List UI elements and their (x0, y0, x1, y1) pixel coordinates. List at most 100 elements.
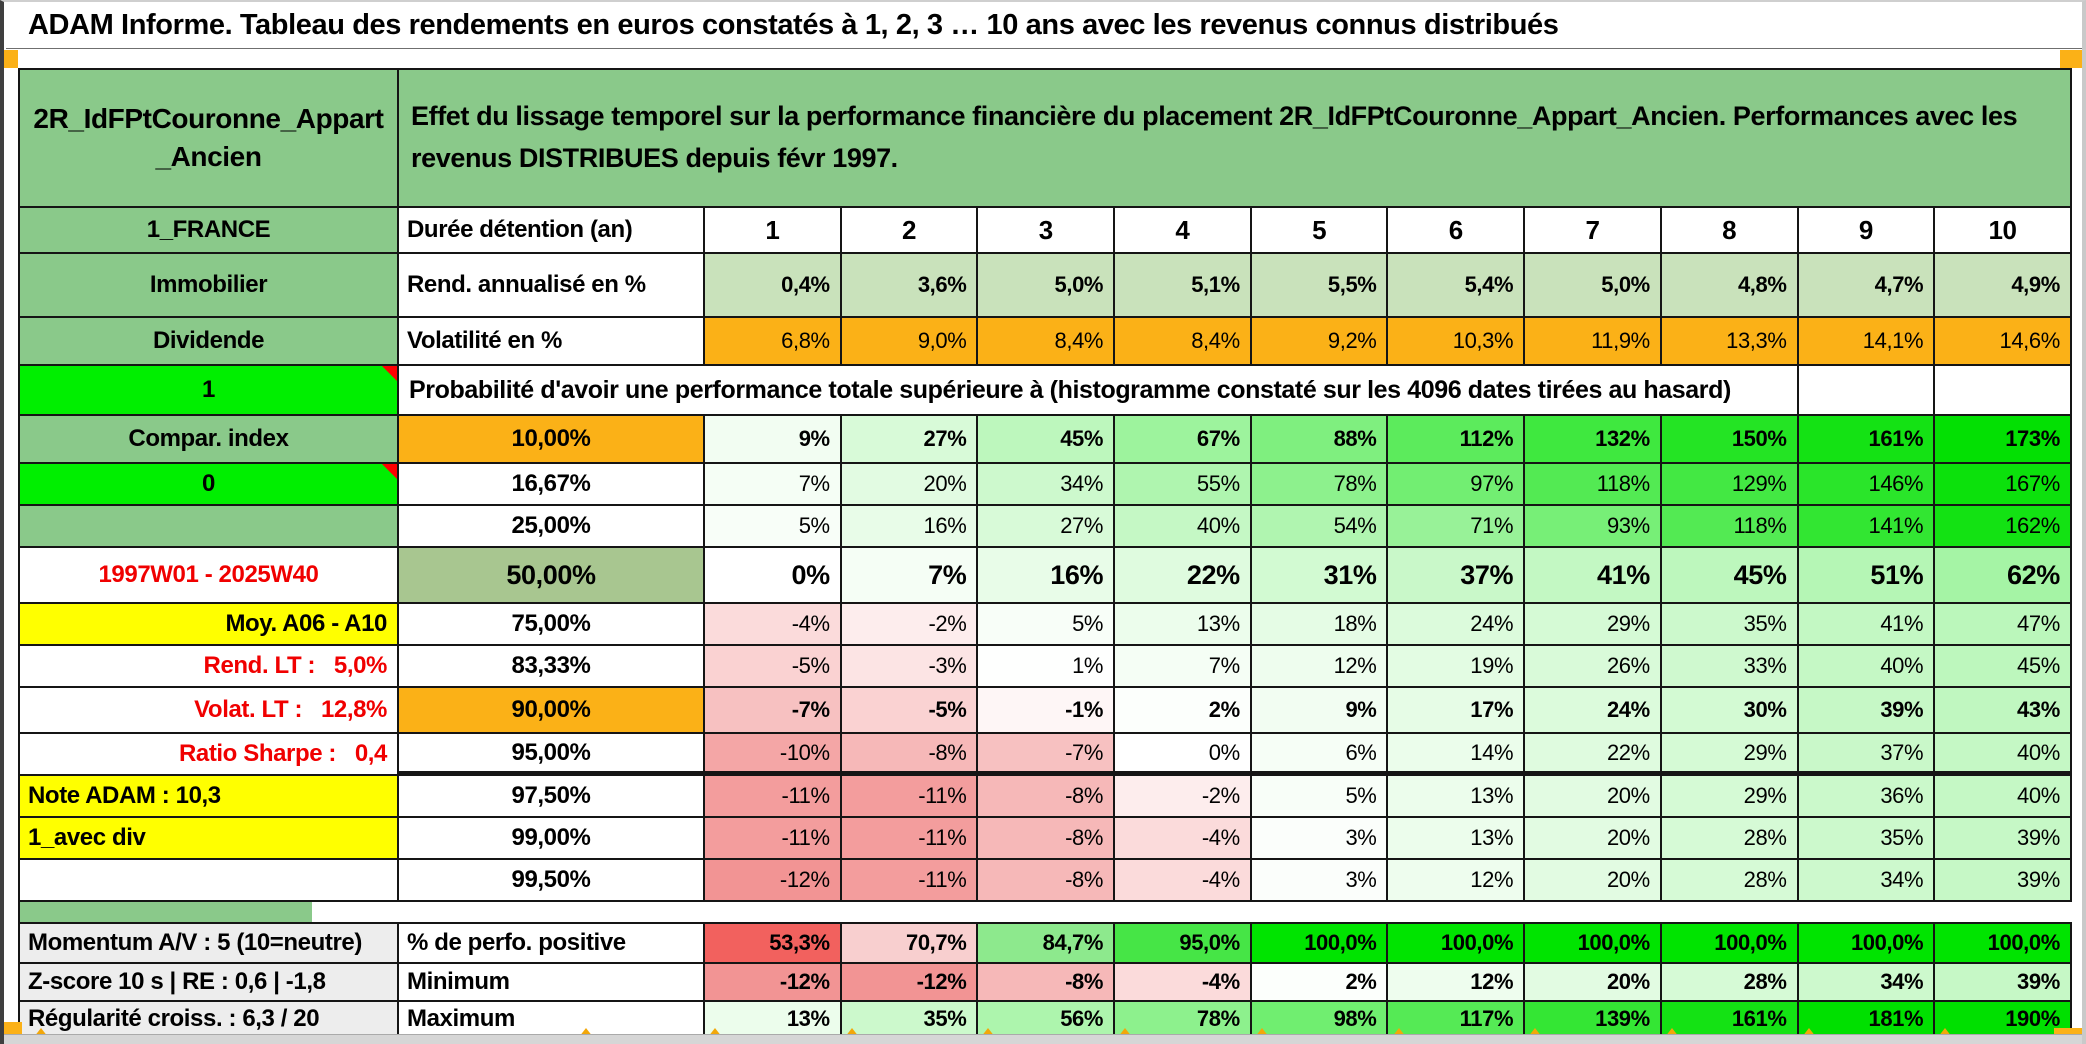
minimum-cell-3[interactable]: -8% (978, 964, 1116, 1002)
rendement-cell-1[interactable]: 0,4% (705, 254, 842, 318)
p99-cell-1[interactable]: -11% (705, 818, 842, 860)
p75-cell-9[interactable]: 41% (1798, 604, 1936, 646)
p95-cell-10[interactable]: 40% (1935, 734, 2072, 776)
p99-50-cell-10[interactable]: 39% (1935, 860, 2072, 902)
perfo-cell-7[interactable]: 100,0% (1525, 922, 1662, 964)
minimum-cell-6[interactable]: 12% (1388, 964, 1526, 1002)
p75-cell-10[interactable]: 47% (1935, 604, 2072, 646)
minimum-cell-2[interactable]: -12% (841, 964, 979, 1002)
p50-cell-9[interactable]: 51% (1798, 548, 1936, 604)
p83-33-cell-2[interactable]: -3% (841, 646, 979, 688)
duree-cell-9[interactable]: 9 (1798, 208, 1936, 254)
p50-metric-label-cell[interactable]: 50,00% (399, 548, 705, 604)
rendement-cell-4[interactable]: 5,1% (1115, 254, 1252, 318)
p97-50-cell-5[interactable]: 5% (1251, 776, 1389, 818)
p99-50-metric-label-cell[interactable]: 99,50% (399, 860, 705, 902)
p75-cell-6[interactable]: 24% (1388, 604, 1526, 646)
p50-cell-8[interactable]: 45% (1661, 548, 1799, 604)
p97-50-cell-7[interactable]: 20% (1525, 776, 1662, 818)
p83-33-cell-5[interactable]: 12% (1251, 646, 1389, 688)
perfo-cell-2[interactable]: 70,7% (841, 922, 979, 964)
rendement-cell-5[interactable]: 5,5% (1251, 254, 1389, 318)
p25-cell-1[interactable]: 5% (705, 506, 842, 548)
maximum-cell-9[interactable]: 181% (1798, 1002, 1936, 1038)
rendement-cell-6[interactable]: 5,4% (1388, 254, 1526, 318)
p75-cell-5[interactable]: 18% (1251, 604, 1389, 646)
p10-cell-7[interactable]: 132% (1525, 416, 1662, 464)
p83-33-cell-6[interactable]: 19% (1388, 646, 1526, 688)
rendement-cell-3[interactable]: 5,0% (978, 254, 1116, 318)
p50-row-header-cell[interactable]: 1997W01 - 2025W40 (20, 548, 399, 604)
p99-50-cell-9[interactable]: 34% (1798, 860, 1936, 902)
p99-cell-8[interactable]: 28% (1661, 818, 1799, 860)
rendement-cell-9[interactable]: 4,7% (1798, 254, 1936, 318)
p97-50-cell-3[interactable]: -8% (978, 776, 1116, 818)
p99-row-header-cell[interactable]: 1_avec div (20, 818, 399, 860)
maximum-cell-7[interactable]: 139% (1525, 1002, 1662, 1038)
minimum-cell-1[interactable]: -12% (705, 964, 842, 1002)
p50-cell-10[interactable]: 62% (1935, 548, 2072, 604)
p97-50-cell-9[interactable]: 36% (1798, 776, 1936, 818)
p97-50-cell-2[interactable]: -11% (841, 776, 979, 818)
volatilite-cell-4[interactable]: 8,4% (1115, 318, 1252, 366)
p10-metric-label-cell[interactable]: 10,00% (399, 416, 705, 464)
p10-cell-1[interactable]: 9% (705, 416, 842, 464)
perfo-cell-9[interactable]: 100,0% (1798, 922, 1936, 964)
panel-description-cell[interactable]: Effet du lissage temporel sur la perform… (399, 70, 2072, 208)
minimum-cell-5[interactable]: 2% (1251, 964, 1389, 1002)
p16-67-cell-6[interactable]: 97% (1388, 464, 1526, 506)
volatilite-cell-7[interactable]: 11,9% (1525, 318, 1662, 366)
p99-cell-10[interactable]: 39% (1935, 818, 2072, 860)
panel-name-cell[interactable]: 2R_IdFPtCouronne_Appart_Ancien (20, 70, 399, 208)
p75-cell-2[interactable]: -2% (841, 604, 979, 646)
p95-cell-9[interactable]: 37% (1798, 734, 1936, 776)
p25-cell-2[interactable]: 16% (841, 506, 979, 548)
p50-cell-5[interactable]: 31% (1251, 548, 1389, 604)
rendement-row-header-cell[interactable]: Immobilier (20, 254, 399, 318)
minimum-cell-8[interactable]: 28% (1661, 964, 1799, 1002)
p25-cell-8[interactable]: 118% (1661, 506, 1799, 548)
duree-cell-2[interactable]: 2 (841, 208, 979, 254)
p99-cell-4[interactable]: -4% (1115, 818, 1252, 860)
p50-cell-7[interactable]: 41% (1525, 548, 1662, 604)
p90-cell-8[interactable]: 30% (1661, 688, 1799, 734)
p10-cell-8[interactable]: 150% (1661, 416, 1799, 464)
p99-cell-9[interactable]: 35% (1798, 818, 1936, 860)
p97-50-cell-10[interactable]: 40% (1935, 776, 2072, 818)
p10-cell-5[interactable]: 88% (1251, 416, 1389, 464)
duree-cell-1[interactable]: 1 (705, 208, 842, 254)
perfo-cell-10[interactable]: 100,0% (1935, 922, 2072, 964)
p95-metric-label-cell[interactable]: 95,00% (399, 734, 705, 776)
p16-67-cell-2[interactable]: 20% (841, 464, 979, 506)
p90-metric-label-cell[interactable]: 90,00% (399, 688, 705, 734)
p83-33-cell-7[interactable]: 26% (1525, 646, 1662, 688)
p16-67-metric-label-cell[interactable]: 16,67% (399, 464, 705, 506)
minimum-metric-label-cell[interactable]: Minimum (399, 964, 705, 1002)
p90-cell-2[interactable]: -5% (841, 688, 979, 734)
maximum-cell-10[interactable]: 190% (1935, 1002, 2072, 1038)
maximum-cell-3[interactable]: 56% (978, 1002, 1116, 1038)
p95-cell-2[interactable]: -8% (841, 734, 979, 776)
duree-row-header-cell[interactable]: 1_FRANCE (20, 208, 399, 254)
minimum-cell-9[interactable]: 34% (1798, 964, 1936, 1002)
duree-cell-10[interactable]: 10 (1935, 208, 2072, 254)
minimum-cell-4[interactable]: -4% (1115, 964, 1252, 1002)
rendement-metric-label-cell[interactable]: Rend. annualisé en % (399, 254, 705, 318)
p99-50-cell-8[interactable]: 28% (1661, 860, 1799, 902)
p97-50-row-header-cell[interactable]: Note ADAM : 10,3 (20, 776, 399, 818)
volatilite-cell-5[interactable]: 9,2% (1251, 318, 1389, 366)
p25-cell-5[interactable]: 54% (1251, 506, 1389, 548)
p90-row-header-cell[interactable]: Volat. LT : 12,8% (20, 688, 399, 734)
minimum-cell-10[interactable]: 39% (1935, 964, 2072, 1002)
p90-cell-1[interactable]: -7% (705, 688, 842, 734)
perfo-cell-8[interactable]: 100,0% (1661, 922, 1799, 964)
p25-cell-9[interactable]: 141% (1798, 506, 1936, 548)
p95-row-header-cell[interactable]: Ratio Sharpe : 0,4 (20, 734, 399, 776)
volatilite-cell-1[interactable]: 6,8% (705, 318, 842, 366)
p90-cell-5[interactable]: 9% (1251, 688, 1389, 734)
p25-cell-7[interactable]: 93% (1525, 506, 1662, 548)
p97-50-cell-8[interactable]: 29% (1661, 776, 1799, 818)
p99-50-cell-1[interactable]: -12% (705, 860, 842, 902)
p10-cell-4[interactable]: 67% (1115, 416, 1252, 464)
p50-cell-2[interactable]: 7% (841, 548, 979, 604)
